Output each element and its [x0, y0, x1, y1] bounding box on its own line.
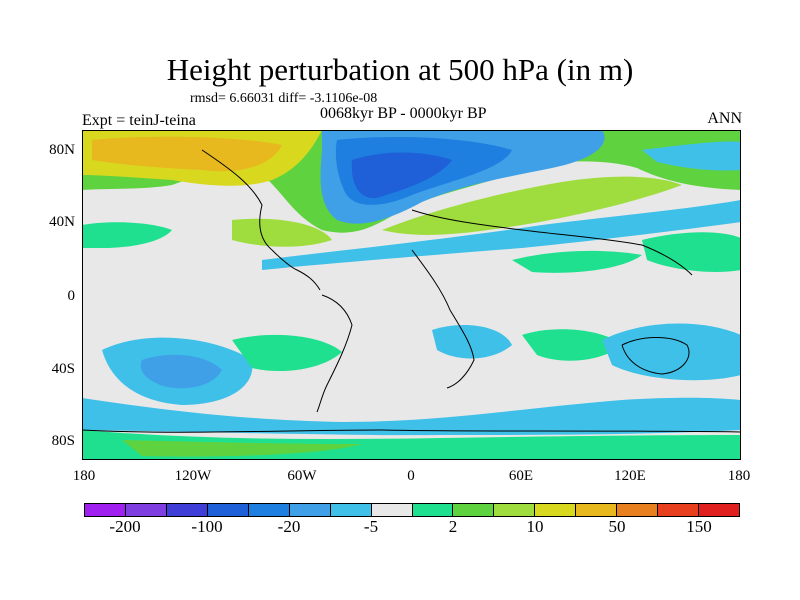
experiment-label: Expt = teinJ-teina — [82, 112, 196, 129]
lon-label-0: 0 — [407, 468, 415, 484]
lon-label-180w: 180 — [72, 468, 96, 484]
colorbar-swatch — [207, 504, 249, 516]
colorbar-label: 150 — [686, 517, 712, 536]
colorbar — [84, 503, 740, 517]
lat-label-80s: 80S — [51, 433, 75, 449]
australia-coast — [621, 337, 690, 375]
south-america-coast — [316, 294, 353, 413]
colorbar-swatch — [535, 504, 577, 516]
lat-label-0: 0 — [67, 288, 76, 304]
colorbar-label: -200 — [109, 517, 141, 536]
africa-coast — [411, 249, 475, 389]
colorbar-swatch — [85, 504, 126, 516]
north-america-coast — [201, 149, 321, 291]
colorbar-swatch — [289, 504, 331, 516]
asia-positive — [512, 250, 642, 273]
antarctic-positive-core — [122, 440, 362, 457]
lat-label-40n: 40N — [49, 214, 75, 230]
colorbar-swatch — [166, 504, 208, 516]
colorbar-label: -20 — [277, 517, 301, 536]
siberia-negative — [642, 141, 741, 171]
colorbar-swatch — [576, 504, 618, 516]
colorbar-swatch — [453, 504, 495, 516]
lat-label-80n: 80N — [49, 142, 75, 158]
indian-ocean-positive — [522, 329, 622, 361]
lon-label-120e: 120E — [614, 468, 646, 484]
lon-label-60w: 60W — [287, 468, 317, 484]
colorbar-swatch — [494, 504, 536, 516]
lon-label-120w: 120W — [174, 468, 212, 484]
lon-label-60e: 60E — [508, 468, 534, 484]
season-label: ANN — [707, 110, 742, 127]
south-pacific-core — [140, 354, 222, 389]
eurasia-coast — [411, 209, 693, 276]
colorbar-swatch — [125, 504, 167, 516]
stats-text: rmsd= 6.66031 diff= -3.1106e-08 — [190, 91, 378, 106]
south-atlantic-positive — [232, 334, 342, 372]
colorbar-label: -5 — [363, 517, 379, 536]
colorbar-swatch — [699, 504, 739, 516]
north-america-band — [232, 218, 332, 247]
contour-map — [82, 130, 741, 460]
colorbar-label: 2 — [448, 517, 458, 536]
antarctica-coast — [82, 429, 741, 433]
north-atlantic-deep — [351, 152, 452, 199]
north-america-core — [92, 136, 282, 172]
colorbar-swatch — [330, 504, 372, 516]
plot-title: Height perturbation at 500 hPa (in m) — [166, 52, 634, 87]
west-pacific-positive — [642, 232, 741, 272]
pacific-positive — [82, 222, 172, 248]
africa-negative — [432, 325, 512, 359]
colorbar-swatch — [617, 504, 659, 516]
colorbar-label: 10 — [526, 517, 544, 536]
australia-negative — [602, 323, 741, 381]
colorbar-swatch — [658, 504, 700, 516]
colorbar-swatch — [248, 504, 290, 516]
lat-label-40s: 40S — [51, 361, 75, 377]
lon-label-180e: 180 — [727, 468, 751, 484]
southern-band-negative — [82, 397, 741, 436]
midlat-band-negative — [262, 200, 741, 270]
colorbar-swatch — [412, 504, 454, 516]
colorbar-swatch — [371, 504, 413, 516]
colorbar-label: -100 — [191, 517, 223, 536]
colorbar-label: 50 — [608, 517, 626, 536]
period-label: 0068kyr BP - 0000kyr BP — [320, 105, 487, 122]
